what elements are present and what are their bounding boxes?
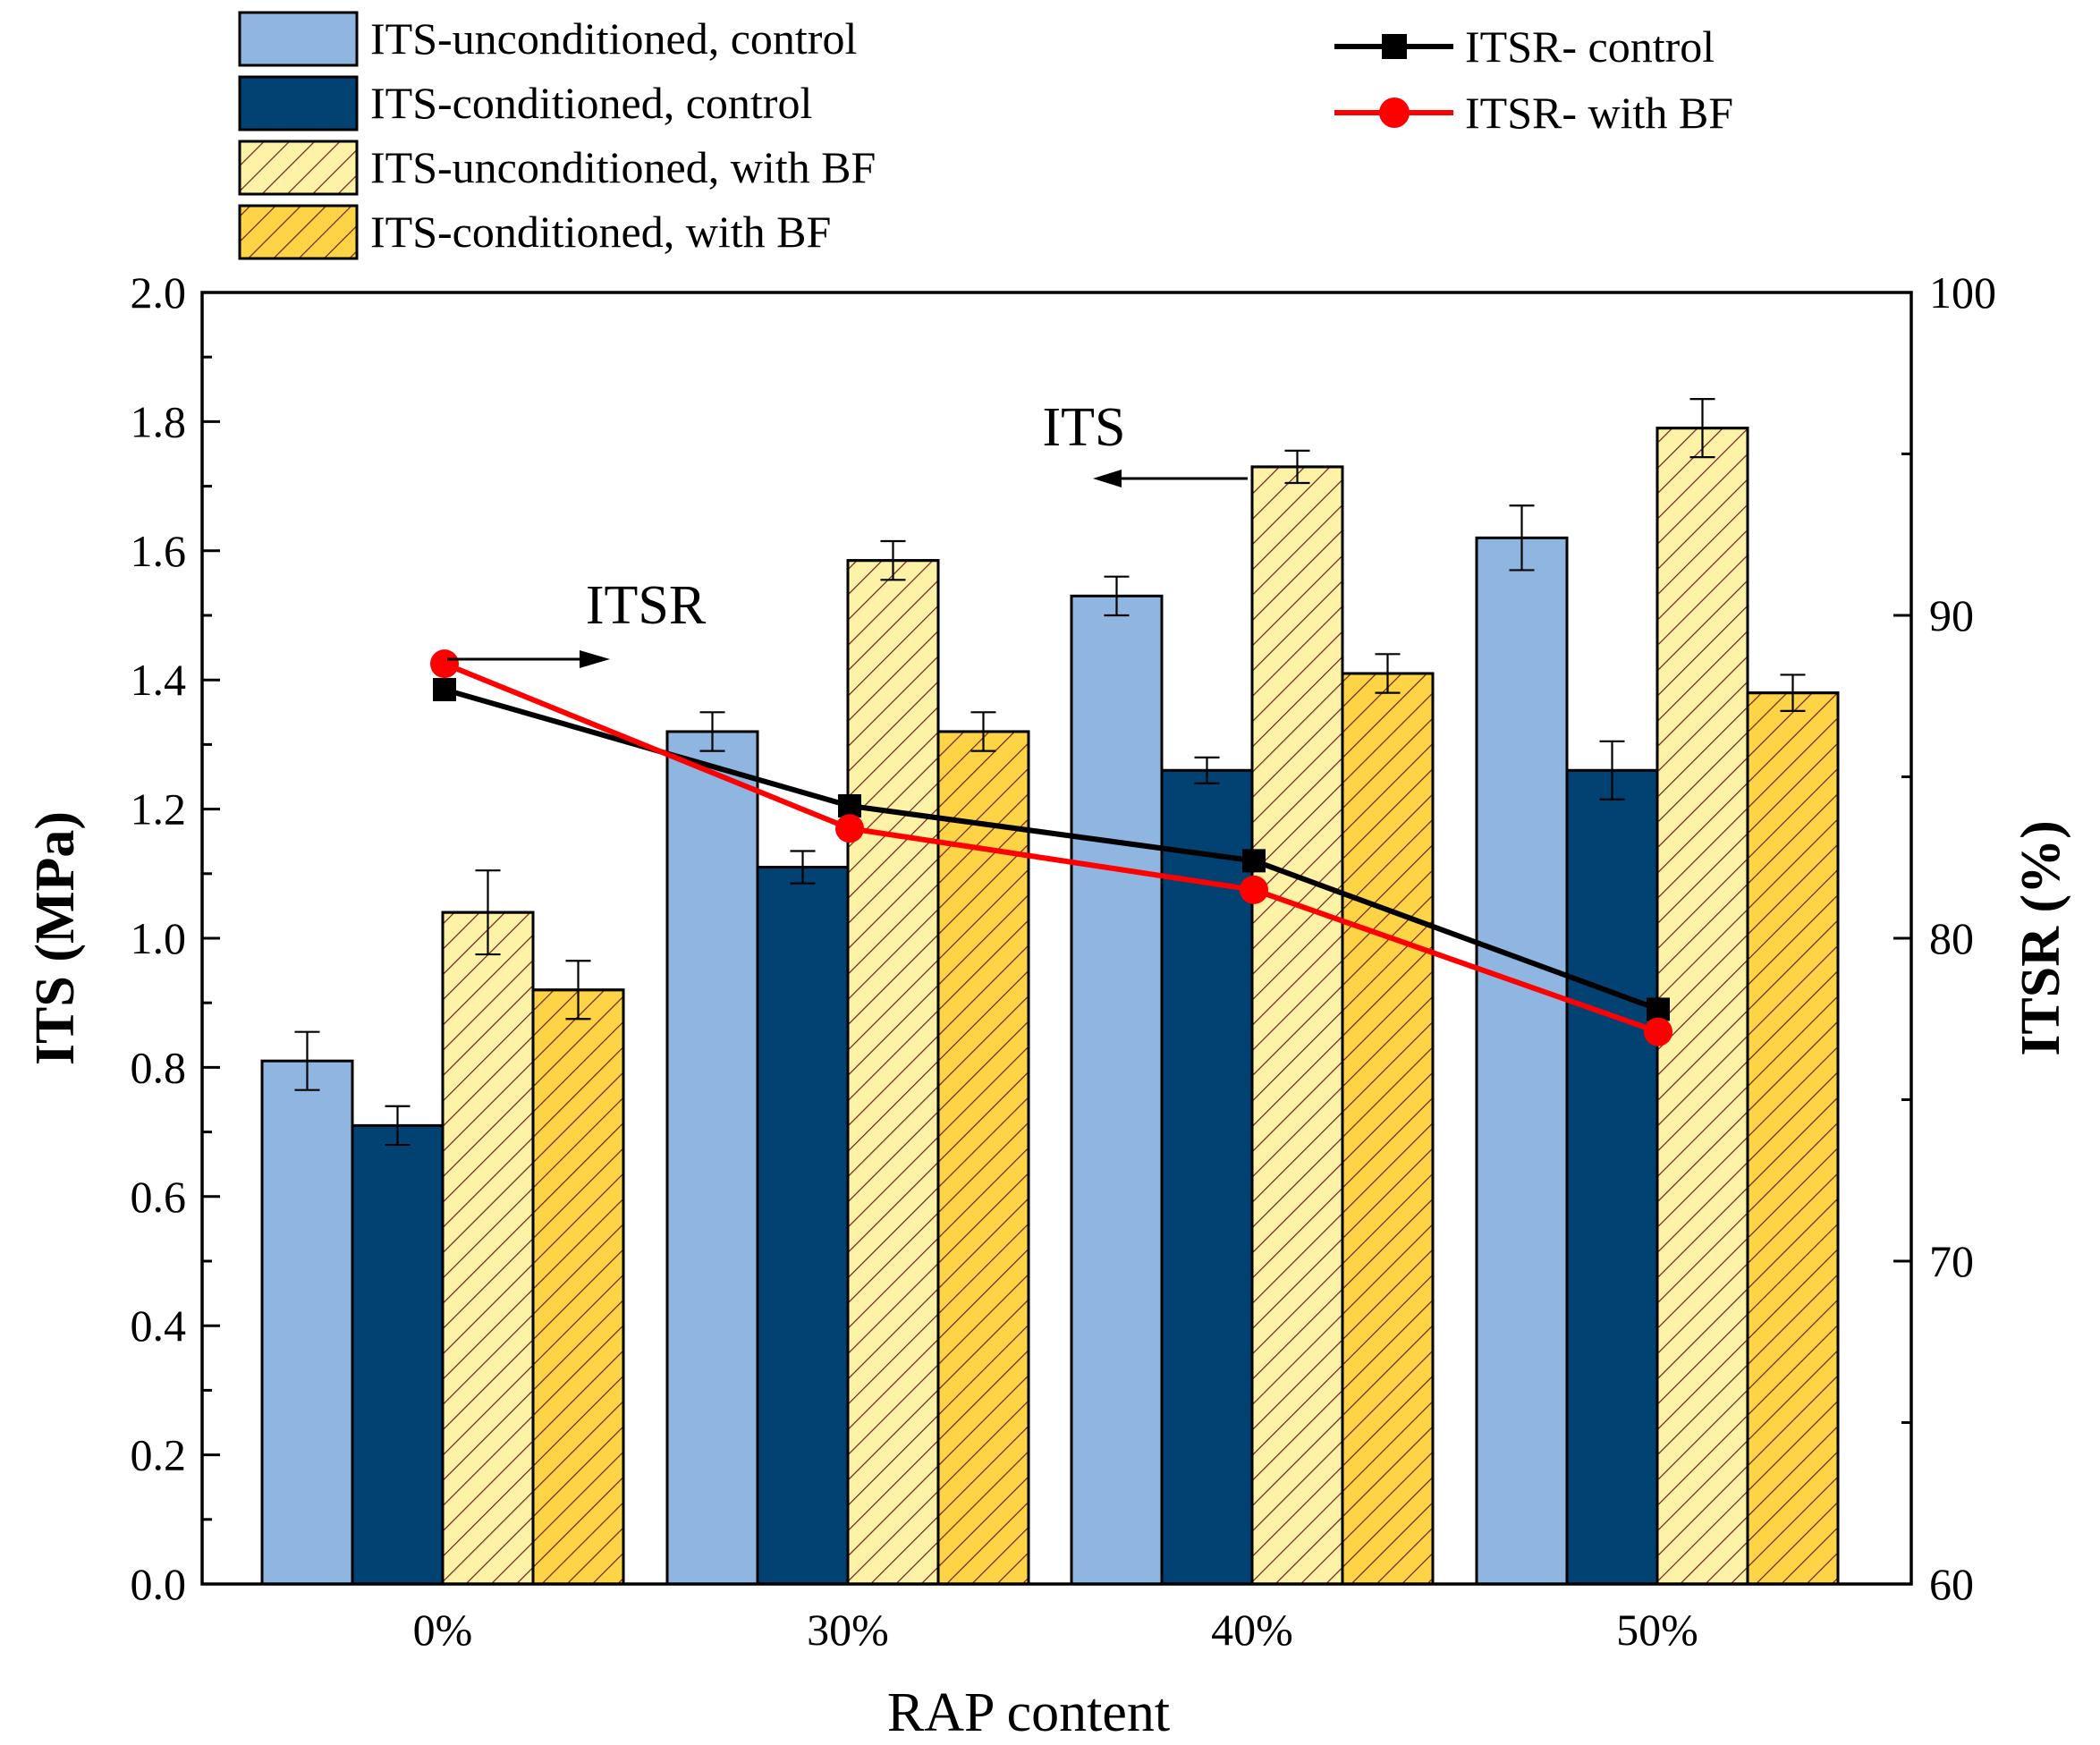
itsr-point-2-0	[430, 649, 459, 679]
error-bar-4-0pct	[565, 960, 591, 1021]
its-annotation-arrowhead	[1093, 470, 1122, 487]
bar-1-50pct	[1475, 536, 1569, 1586]
legend-bar-label: ITS-unconditioned, control	[370, 13, 857, 64]
legend-bar-label: ITS-conditioned, with BF	[370, 207, 831, 257]
itsr-annotation: ITSR	[447, 575, 707, 668]
y-tick-label: 1.0	[131, 913, 187, 963]
legend-line-item-2: ITSR- with BF	[1334, 88, 1733, 138]
error-bar-1-0pct	[294, 1030, 320, 1091]
error-bar-3-40pct	[1284, 449, 1310, 485]
x-tick-label-0pct: 0%	[413, 1605, 473, 1655]
error-bar-1-40pct	[1104, 575, 1130, 617]
itsr-line-2	[443, 661, 1659, 1035]
bar-1-30pct	[665, 730, 759, 1586]
bar-1-0pct	[260, 1059, 354, 1586]
legend-bar-swatch	[238, 11, 359, 67]
bar-hatch-4-0pct	[531, 988, 625, 1586]
y2-tick-label: 70	[1929, 1236, 1974, 1286]
bar-hatch-3-30pct	[846, 559, 940, 1586]
x-axis-title: RAP content	[887, 1682, 1170, 1743]
y-tick-label: 0.8	[131, 1042, 187, 1092]
bar-hatch-4-30pct	[936, 730, 1030, 1586]
y-tick-label: 0.2	[131, 1430, 187, 1480]
legend-bar-swatch	[238, 75, 359, 131]
legend-line-label: ITSR- with BF	[1465, 88, 1733, 138]
legend-bars: ITS-unconditioned, control ITS-conditione…	[238, 11, 876, 260]
legend-bar-label: ITS-conditioned, control	[370, 78, 812, 128]
y-tick-label: 0.6	[131, 1172, 187, 1222]
bar-hatch-4-50pct	[1746, 691, 1840, 1586]
bar-hatch-4-40pct	[1341, 672, 1435, 1586]
y-tick-label: 1.2	[131, 784, 187, 834]
y-tick-label: 1.6	[131, 526, 187, 576]
y-tick-label: 2.0	[131, 267, 187, 318]
itsr-annotation-arrowhead	[580, 650, 610, 668]
x-axis: 0% 30% 40% 50%	[413, 1566, 1698, 1655]
bar-hatch-3-50pct	[1655, 427, 1749, 1586]
y-tick-label: 0.0	[131, 1559, 187, 1609]
x-tick-label-50pct: 50%	[1616, 1605, 1698, 1655]
y-tick-label: 1.8	[131, 396, 187, 446]
error-bar-3-0pct	[475, 869, 501, 956]
error-bar-4-30pct	[970, 711, 996, 752]
legend-bar-swatch-hatch	[238, 204, 359, 260]
error-bar-4-40pct	[1375, 653, 1401, 694]
bar-hatch-3-40pct	[1250, 465, 1344, 1586]
error-bar-4-50pct	[1780, 673, 1806, 712]
itsr-point-1-2	[1242, 849, 1266, 873]
y2-tick-label: 60	[1929, 1559, 1974, 1609]
itsr-point-1-3	[1647, 997, 1670, 1021]
y2-axis-title: ITSR (%)	[2011, 820, 2071, 1056]
its-annotation-label: ITS	[1043, 397, 1126, 458]
right-axis: 60 70 80 90 100	[1893, 267, 1996, 1609]
bar-hatch-3-0pct	[441, 911, 535, 1586]
x-tick-label-30pct: 30%	[807, 1605, 889, 1655]
itsr-point-2-3	[1644, 1017, 1672, 1046]
y2-tick-label: 80	[1929, 913, 1974, 963]
error-bar-3-30pct	[880, 539, 906, 581]
error-bar-1-30pct	[699, 711, 725, 752]
error-bar-2-0pct	[385, 1105, 411, 1147]
legend-line-marker	[1382, 34, 1407, 59]
bar-2-30pct	[756, 866, 850, 1586]
itsr-annotation-label: ITSR	[586, 575, 707, 636]
error-bar-2-50pct	[1599, 740, 1625, 800]
legend-bar-label: ITS-unconditioned, with BF	[370, 142, 876, 192]
bar-1-40pct	[1070, 594, 1164, 1586]
itsr-lines-layer	[430, 649, 1672, 1046]
error-bar-2-40pct	[1194, 756, 1220, 784]
bar-2-0pct	[351, 1123, 445, 1586]
its-annotation: ITS	[1043, 397, 1248, 487]
x-tick-label-40pct: 40%	[1211, 1605, 1293, 1655]
bars-layer	[260, 398, 1840, 1586]
left-axis: 0.0 0.2 0.4 0.6 0.8 1.0 1.2 1.4 1.6 1.8 2.0	[131, 267, 220, 1609]
y2-tick-label: 90	[1929, 590, 1974, 640]
legend-bar-item-2: ITS-conditioned, control	[238, 75, 812, 131]
y-tick-label: 0.4	[131, 1300, 187, 1351]
itsr-point-2-1	[835, 814, 864, 843]
error-bar-3-50pct	[1689, 398, 1715, 459]
legend-lines: ITSR- control ITSR- with BF	[1334, 21, 1733, 138]
legend-line-item-1: ITSR- control	[1334, 21, 1715, 72]
legend-line-marker	[1379, 97, 1410, 128]
error-bar-1-50pct	[1509, 504, 1535, 572]
bar-2-40pct	[1160, 768, 1254, 1586]
itsr-point-2-2	[1240, 875, 1268, 904]
bar-2-50pct	[1565, 768, 1659, 1586]
error-bar-2-30pct	[790, 850, 816, 885]
legend-bar-item-1: ITS-unconditioned, control	[238, 11, 857, 67]
legend-bar-item-4: ITS-conditioned, with BF	[238, 204, 831, 260]
legend-line-label: ITSR- control	[1465, 21, 1715, 72]
y-axis-title: ITS (MPa)	[25, 811, 86, 1065]
y2-tick-label: 100	[1929, 267, 1996, 318]
itsr-point-1-1	[838, 793, 861, 817]
y-tick-label: 1.4	[131, 655, 187, 705]
legend-bar-item-3: ITS-unconditioned, with BF	[238, 140, 876, 196]
itsr-point-1-0	[433, 678, 456, 702]
legend-bar-swatch-hatch	[238, 140, 359, 196]
